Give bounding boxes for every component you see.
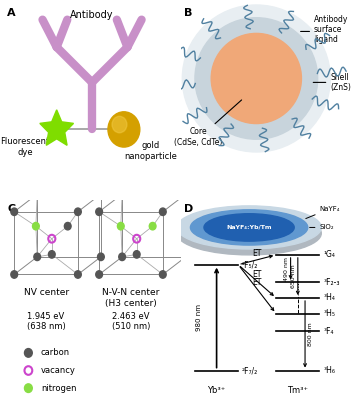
Circle shape [182, 190, 189, 198]
Circle shape [182, 253, 189, 260]
Circle shape [64, 222, 71, 230]
Circle shape [160, 271, 166, 278]
Text: Tm³⁺: Tm³⁺ [287, 386, 308, 395]
Circle shape [25, 384, 32, 392]
Circle shape [25, 348, 32, 357]
Polygon shape [40, 110, 74, 145]
Text: Core
(CdSe, CdTe): Core (CdSe, CdTe) [174, 128, 223, 147]
Text: ²F₇/₂: ²F₇/₂ [242, 366, 258, 375]
Text: 1.945 eV
(638 nm): 1.945 eV (638 nm) [27, 312, 65, 331]
Text: 800 nm: 800 nm [308, 322, 313, 346]
Text: ³H₆: ³H₆ [323, 366, 335, 375]
Circle shape [74, 271, 81, 278]
Circle shape [34, 253, 40, 260]
Text: 980 nm: 980 nm [196, 304, 201, 331]
Text: gold
nanoparticle: gold nanoparticle [124, 141, 177, 160]
Text: ³H₄: ³H₄ [323, 294, 335, 302]
Text: NV center: NV center [23, 288, 69, 297]
Text: ¹G₄: ¹G₄ [323, 250, 335, 259]
Ellipse shape [191, 210, 308, 245]
Text: C: C [7, 204, 15, 214]
Text: Yb³⁺: Yb³⁺ [208, 386, 226, 395]
Ellipse shape [195, 18, 318, 139]
Text: ²F₅/₂: ²F₅/₂ [242, 260, 258, 269]
Circle shape [48, 251, 55, 258]
Text: B: B [184, 8, 192, 18]
Text: ET: ET [253, 278, 262, 287]
Text: nitrogen: nitrogen [41, 384, 76, 393]
Ellipse shape [204, 214, 294, 241]
Text: A: A [7, 8, 16, 18]
Circle shape [133, 251, 140, 258]
Text: 490 nm: 490 nm [284, 257, 289, 281]
Text: carbon: carbon [41, 348, 70, 357]
Text: 650 nm: 650 nm [291, 264, 296, 288]
Circle shape [119, 190, 126, 198]
Text: N-V-N center
(H3 center): N-V-N center (H3 center) [102, 288, 160, 308]
Ellipse shape [177, 212, 321, 255]
Text: ET: ET [253, 270, 262, 279]
Circle shape [97, 253, 104, 260]
Circle shape [108, 112, 140, 147]
Circle shape [97, 190, 104, 198]
Text: ³F₄: ³F₄ [323, 327, 334, 336]
Circle shape [11, 271, 18, 278]
Ellipse shape [211, 34, 301, 124]
Circle shape [160, 208, 166, 216]
Circle shape [96, 208, 103, 216]
Text: D: D [184, 204, 193, 214]
Circle shape [119, 253, 126, 260]
Text: Fluorescent
dye: Fluorescent dye [0, 137, 49, 157]
Circle shape [112, 116, 127, 133]
Text: vacancy: vacancy [41, 366, 76, 375]
Text: NaYF₄: NaYF₄ [319, 206, 340, 212]
Ellipse shape [182, 5, 330, 152]
Text: 2.463 eV
(510 nm): 2.463 eV (510 nm) [112, 312, 150, 331]
Circle shape [32, 222, 39, 230]
Ellipse shape [177, 206, 321, 249]
Circle shape [149, 222, 156, 230]
Text: NaYF₄:Yb/Tm: NaYF₄:Yb/Tm [226, 225, 272, 230]
Circle shape [96, 271, 103, 278]
Text: SiO₂: SiO₂ [319, 224, 334, 230]
Circle shape [117, 222, 124, 230]
Text: ³H₅: ³H₅ [323, 309, 335, 318]
Circle shape [74, 208, 81, 216]
Text: Shell
(ZnS): Shell (ZnS) [330, 73, 351, 92]
Text: ET: ET [253, 249, 262, 258]
Circle shape [11, 208, 18, 216]
Text: Antibody: Antibody [70, 10, 114, 20]
Text: ³F₂-₃: ³F₂-₃ [323, 278, 340, 287]
Circle shape [34, 190, 40, 198]
Text: Antibody
surface
ligand: Antibody surface ligand [314, 14, 348, 44]
